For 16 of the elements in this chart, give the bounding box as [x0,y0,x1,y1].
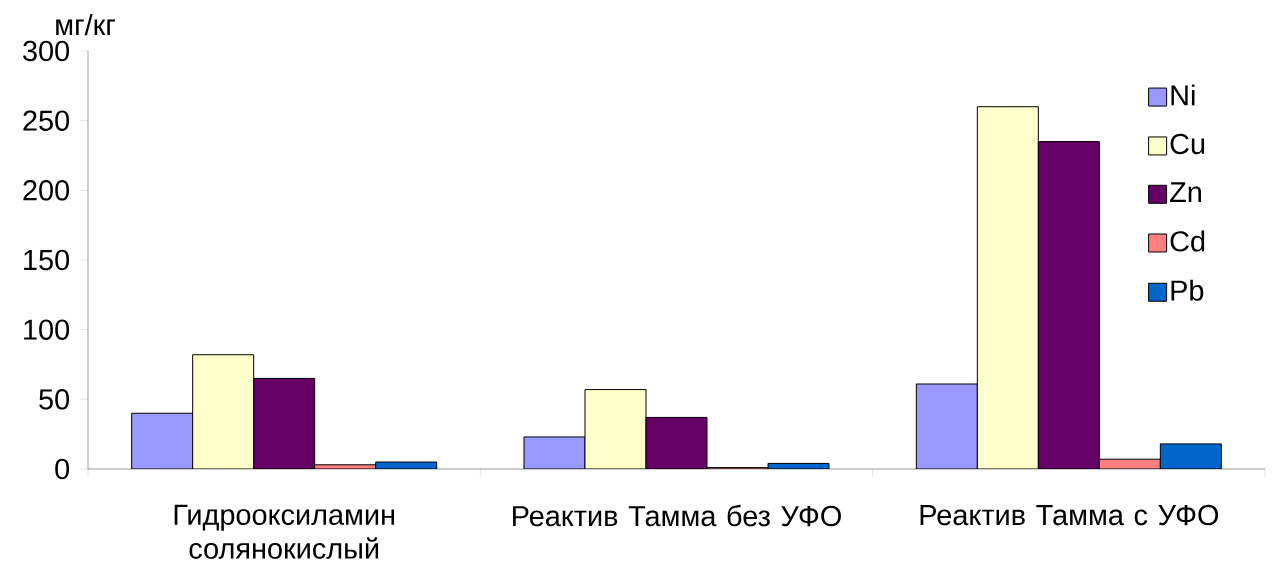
x-tick-label: Гидрооксиламин солянокислый [174,504,395,559]
legend-label: Zn [1170,182,1201,203]
x-tick-label: Реактив Тамма без УФО [513,504,841,527]
legend-label: Ni [1171,84,1195,106]
y-tick-label: 250 [23,110,70,131]
y-tick-label: 200 [23,180,70,201]
legend-label: Cd [1170,230,1205,252]
x-tick-label: Реактив Тамма с УФО [920,504,1219,526]
legend-label: Cu [1170,133,1205,155]
y-axis-title: мг/кг [56,13,115,36]
legend-label: Pb [1171,279,1204,301]
y-tick-label: 100 [24,319,70,340]
y-tick-label: 300 [23,40,70,62]
y-tick-label: 0 [55,458,70,480]
y-tick-label: 50 [39,389,70,410]
y-tick-label: 150 [24,249,70,271]
